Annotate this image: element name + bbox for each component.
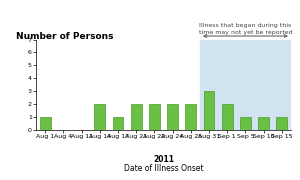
Bar <box>131 104 142 130</box>
Bar <box>258 117 269 130</box>
Bar <box>240 117 251 130</box>
Bar <box>112 117 123 130</box>
Bar <box>185 104 196 130</box>
Bar <box>222 104 233 130</box>
Bar <box>40 117 51 130</box>
Text: Illness that began during this
time may not yet be reported: Illness that began during this time may … <box>199 23 292 35</box>
Bar <box>200 40 291 130</box>
Text: Date of Illness Onset: Date of Illness Onset <box>124 164 203 173</box>
Text: 2011: 2011 <box>153 155 174 164</box>
Bar <box>276 117 287 130</box>
Text: Number of Persons: Number of Persons <box>16 32 113 41</box>
Bar <box>149 104 160 130</box>
Bar <box>94 104 105 130</box>
Bar <box>204 91 214 130</box>
Bar <box>167 104 178 130</box>
